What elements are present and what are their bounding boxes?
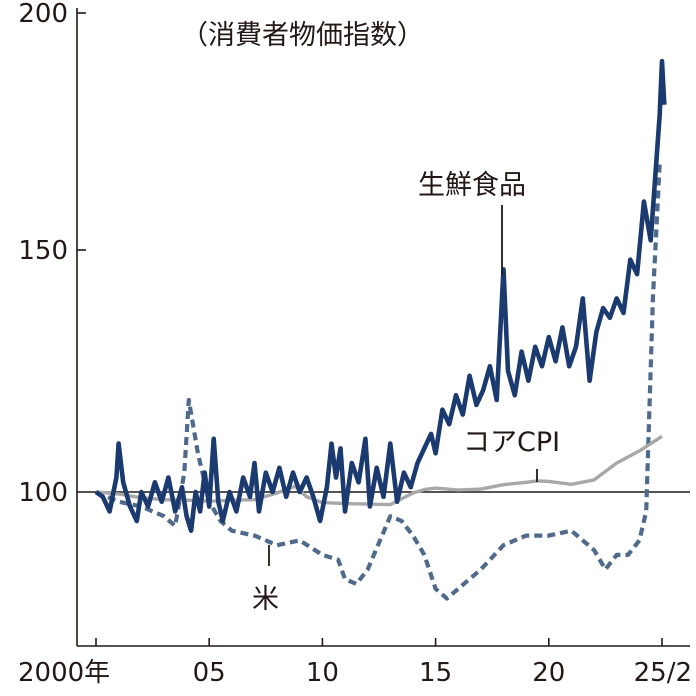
data-point-2-13 bbox=[299, 539, 301, 541]
data-point-2-21 bbox=[412, 535, 414, 537]
x-tick-label-2: 10 bbox=[306, 658, 339, 688]
x-tick-label-1: 05 bbox=[193, 658, 226, 688]
data-point-2-30 bbox=[570, 530, 572, 532]
data-point-2-16 bbox=[344, 578, 346, 580]
data-point-2-1 bbox=[118, 501, 120, 503]
data-point-2-39 bbox=[661, 162, 663, 164]
data-point-2-14 bbox=[321, 554, 323, 556]
data-point-2-4 bbox=[174, 525, 176, 527]
data-point-2-36 bbox=[645, 510, 647, 512]
series-label-rice: 米 bbox=[252, 584, 279, 615]
series-label-fresh-food: 生鮮食品 bbox=[418, 170, 526, 201]
x-tick-label-4: 20 bbox=[532, 658, 565, 688]
data-point-2-5 bbox=[183, 472, 185, 474]
x-axis: 2000年 05 10 15 20 25/2 bbox=[18, 638, 692, 688]
x-tick-label-5: 25/2 bbox=[634, 658, 692, 688]
series-line-rice bbox=[95, 160, 662, 601]
y-tick-label-150: 150 bbox=[18, 236, 68, 266]
y-axis: 200 150 100 bbox=[18, 0, 86, 646]
series-label-core-cpi: コアCPI bbox=[463, 427, 560, 458]
series-line-fresh-food bbox=[94, 58, 667, 533]
y-tick-label-100: 100 bbox=[18, 478, 68, 508]
data-point-2-32 bbox=[604, 568, 606, 570]
chart-title: （消費者物価指数） bbox=[181, 20, 424, 51]
x-tick-label-0: 2000年 bbox=[18, 658, 110, 688]
x-tick-label-3: 15 bbox=[419, 658, 452, 688]
y-tick-label-200: 200 bbox=[18, 0, 68, 29]
data-point-2-38 bbox=[659, 162, 661, 164]
